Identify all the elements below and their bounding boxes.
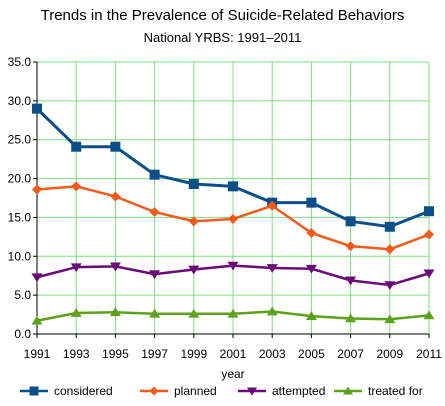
data-point-attempted [31,273,43,283]
data-point-planned [384,244,395,255]
data-point-considered [384,221,395,232]
data-point-attempted [305,264,317,274]
data-point-considered [32,103,42,114]
y-tick-label: 25.0 [8,133,32,147]
series-planned [32,181,434,255]
legend-item-attempted: attempted [238,384,325,398]
data-point-planned [71,181,82,192]
data-point-treated-for [266,306,278,316]
data-point-planned [110,191,121,202]
data-point-attempted [188,265,200,275]
y-tick-label: 35.0 [8,55,32,69]
x-tick-label: 1999 [180,347,207,361]
legend-swatch-marker [149,386,159,396]
y-tick-label: 0.0 [14,327,31,341]
data-point-planned [188,216,199,227]
x-tick-label: 1995 [102,347,129,361]
x-tick-label: 2001 [220,347,247,361]
data-point-attempted [423,269,435,279]
y-tick-label: 15.0 [8,210,32,224]
data-point-attempted [109,262,121,272]
data-point-planned [32,184,42,195]
data-point-attempted [70,263,82,273]
x-tick-label: 1997 [141,347,168,361]
legend-item-planned: planned [140,384,217,398]
tick-labels: 0.0 5.0 10.0 15.0 20.0 25.0 30.0 35.0 1991 1993 19… [8,55,443,361]
data-point-attempted [384,281,396,290]
data-point-treated-for [227,308,239,318]
y-tick-label: 5.0 [14,288,31,302]
legend-swatch-marker [247,387,257,396]
legend-label: planned [174,384,217,398]
legend-label: considered [54,384,113,398]
legend-label: attempted [272,384,325,398]
x-tick-label: 1993 [63,347,90,361]
data-point-treated-for [384,314,396,324]
x-tick-label: 2005 [298,347,325,361]
data-point-attempted [227,261,239,271]
data-point-considered [228,181,238,192]
x-tick-label: 2003 [259,347,286,361]
legend-label: treated for [368,384,423,398]
legend: considered planned attempted treated for [20,384,423,398]
y-tick-label: 10.0 [8,249,32,263]
legend-swatch-marker [343,386,353,395]
data-point-planned [424,229,434,240]
x-tick-label: 2007 [337,347,364,361]
data-point-treated-for [305,311,317,320]
data-point-treated-for [31,315,43,325]
grid [36,61,430,335]
data-point-treated-for [423,310,435,320]
chart-title: Trends in the Prevalence of Suicide-Rela… [40,7,405,24]
legend-swatch-marker [29,386,39,396]
data-point-treated-for [109,307,121,317]
data-point-planned [345,241,356,252]
chart-subtitle: National YRBS: 1991–2011 [143,30,302,45]
data-point-considered [188,179,199,190]
x-tick-label: 2009 [376,347,403,361]
data-point-attempted [266,264,278,273]
data-point-planned [149,206,160,217]
series-layer [31,103,435,325]
x-axis-label: year [221,367,244,381]
y-tick-label: 20.0 [8,172,32,186]
legend-item-treated-for: treated for [334,384,423,398]
y-tick-label: 30.0 [8,94,32,108]
data-point-treated-for [345,313,357,323]
data-point-planned [267,200,278,211]
data-point-planned [228,213,238,224]
data-point-planned [306,227,317,238]
data-point-considered [306,197,317,208]
legend-item-considered: considered [20,384,113,398]
data-point-treated-for [70,308,82,317]
data-point-considered [345,216,356,227]
data-point-treated-for [188,308,200,318]
axes [33,61,430,338]
data-point-attempted [345,276,357,286]
data-point-considered [110,141,121,152]
data-point-considered [71,141,82,152]
x-tick-label: 2011 [416,347,442,361]
series-attempted [31,261,435,290]
x-tick-label: 1991 [24,347,51,361]
data-point-treated-for [149,308,161,318]
data-point-attempted [149,270,161,280]
data-point-considered [424,206,434,217]
series-treated-for [31,306,435,325]
data-point-considered [149,169,160,180]
